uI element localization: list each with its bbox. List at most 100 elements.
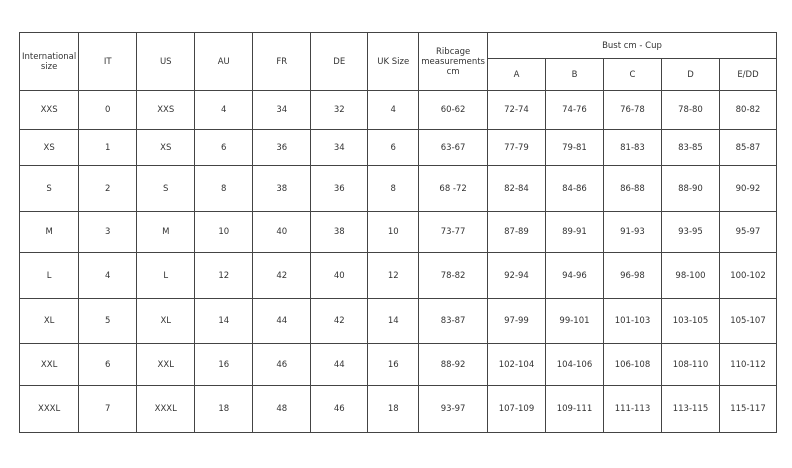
table-cell: 40 [252,211,312,253]
table-cell: XL [18,298,80,344]
table-cell: 16 [367,343,420,386]
table-cell: 60-62 [418,90,488,130]
table-cell: 80-82 [718,90,777,130]
table-cell: L [18,252,80,299]
table-cell: 98-100 [660,252,720,299]
table-cell: 10 [367,211,420,253]
table-cell: XXS [18,90,80,130]
table-cell: 5 [78,298,138,344]
table-cell: 48 [252,385,312,433]
table-cell: 4 [367,90,420,130]
table-cell: 110-112 [718,343,777,386]
table-cell: 7 [78,385,138,433]
table-cell: 115-117 [718,385,777,433]
table-cell: 93-97 [418,385,488,433]
table-cell: 34 [310,129,369,166]
table-cell: L [136,252,196,299]
table-cell: 14 [367,298,420,344]
table-cell: 84-86 [544,165,604,212]
table-cell: 91-93 [602,211,662,253]
table-cell: 88-90 [660,165,720,212]
table-cell: 38 [310,211,369,253]
table-cell: 42 [310,298,369,344]
table-cell: 81-83 [602,129,662,166]
table-cell: XXXL [136,385,196,433]
table-cell: 73-77 [418,211,488,253]
table-cell: 46 [310,385,369,433]
table-row: S 2 S 8 38 36 8 68 -72 82-84 84-86 86-88 88-90 90-92 [18,165,777,212]
column-header: UK Size [367,32,420,91]
table-cell: 109-111 [544,385,604,433]
table-cell: 44 [310,343,369,386]
table-cell: 96-98 [602,252,662,299]
column-header: FR [252,32,312,91]
table-cell: 34 [252,90,312,130]
table-cell: 32 [310,90,369,130]
table-cell: XL [136,298,196,344]
table-cell: 87-89 [486,211,546,253]
table-cell: 88-92 [418,343,488,386]
table-cell: 2 [78,165,138,212]
table-row: XXS 0 XXS 4 34 32 4 60-62 72-74 74-76 76-78 78-80 80… [18,90,777,130]
table-cell: 90-92 [718,165,777,212]
table-cell: 72-74 [486,90,546,130]
table-cell: 103-105 [660,298,720,344]
table-cell: 0 [78,90,138,130]
table-cell: 92-94 [486,252,546,299]
table-cell: 63-67 [418,129,488,166]
table-cell: 40 [310,252,369,299]
table-cell: 6 [367,129,420,166]
table-cell: XS [136,129,196,166]
table-cell: 3 [78,211,138,253]
table-cell: 106-108 [602,343,662,386]
table-cell: 76-78 [602,90,662,130]
column-header: IT [78,32,138,91]
table-cell: 78-82 [418,252,488,299]
table-cell: 42 [252,252,312,299]
table-cell: 36 [252,129,312,166]
table-cell: 1 [78,129,138,166]
table-cell: 89-91 [544,211,604,253]
table-cell: 8 [194,165,254,212]
table-cell: 107-109 [486,385,546,433]
table-cell: XXXL [18,385,80,433]
cup-header: D [660,58,720,91]
table-cell: 95-97 [718,211,777,253]
column-header: International size [18,32,80,91]
table-cell: 100-102 [718,252,777,299]
table-cell: 4 [194,90,254,130]
table-cell: 101-103 [602,298,662,344]
table-cell: 99-101 [544,298,604,344]
table-cell: XXS [136,90,196,130]
table-cell: XXL [18,343,80,386]
cup-header-row: A B C D E/DD [20,58,777,91]
table-cell: 6 [194,129,254,166]
column-header: Ribcage measurements cm [418,32,488,91]
table-row: XL 5 XL 14 44 42 14 83-87 97-99 99-101 101-103 103-… [18,298,777,344]
table-cell: 108-110 [660,343,720,386]
table-cell: 68 -72 [418,165,488,212]
table-cell: 111-113 [602,385,662,433]
table-cell: M [136,211,196,253]
table-cell: 38 [252,165,312,212]
table-cell: S [18,165,80,212]
table-cell: 44 [252,298,312,344]
table-cell: 6 [78,343,138,386]
header-row: International size IT US AU FR DE UK Size Ribca… [18,32,777,91]
size-chart-table: International size IT US AU FR DE UK Size Ribca… [18,32,777,433]
table-cell: 12 [367,252,420,299]
column-header: AU [194,32,254,91]
table-cell: 93-95 [660,211,720,253]
table-cell: 4 [78,252,138,299]
table-cell: 79-81 [544,129,604,166]
table-cell: 46 [252,343,312,386]
table-cell: XS [18,129,80,166]
table-cell: S [136,165,196,212]
table-cell: 97-99 [486,298,546,344]
table-row: XXXL 7 XXXL 18 48 46 18 93-97 107-109 109-111 111-… [18,385,777,433]
table-cell: 36 [310,165,369,212]
table-cell: 104-106 [544,343,604,386]
table-cell: 113-115 [660,385,720,433]
table-cell: 18 [194,385,254,433]
table-cell: XXL [136,343,196,386]
